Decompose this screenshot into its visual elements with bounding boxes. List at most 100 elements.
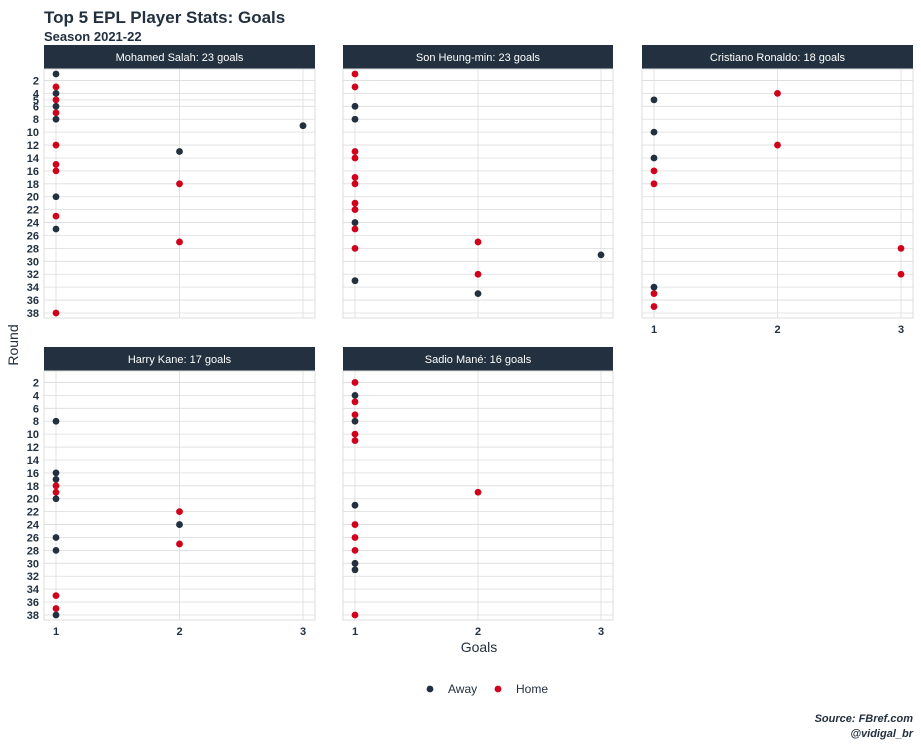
x-tick-label: 2 [176, 626, 182, 638]
data-point-home [351, 547, 359, 554]
data-point-home [52, 592, 60, 600]
facet-label: Harry Kane: 17 goals [128, 354, 232, 366]
data-point-home [52, 488, 60, 496]
y-tick-label: 18 [27, 179, 39, 191]
y-tick-label: 4 [33, 88, 40, 100]
data-point-home [351, 534, 359, 541]
data-point-home [176, 540, 183, 548]
data-point-away [650, 128, 658, 136]
facet-strip [642, 45, 913, 69]
facet-panel: Harry Kane: 17 goals24681012141618202224… [27, 347, 316, 638]
data-point-away [351, 559, 359, 567]
facet-panel: Cristiano Ronaldo: 18 goals 1 2 3 [641, 45, 914, 336]
data-point-away [351, 115, 359, 123]
x-tick-label: 3 [898, 324, 904, 336]
data-point-home [351, 70, 359, 78]
data-point-home [351, 430, 359, 438]
data-point-away [650, 283, 658, 291]
data-point-home [52, 605, 60, 612]
y-tick-label: 24 [27, 520, 40, 532]
caption-source: Source: FBref.com [815, 713, 914, 725]
data-point-home [52, 212, 60, 220]
data-point-home [351, 437, 359, 444]
data-point-home [176, 508, 183, 516]
legend: Away Home [426, 682, 548, 696]
data-point-home [52, 109, 60, 117]
y-tick-label: 38 [27, 308, 39, 320]
facet-panel: Sadio Mané: 16 goals 1 2 3 [342, 347, 614, 638]
data-point-home [351, 379, 359, 386]
data-point-away [52, 534, 60, 541]
y-tick-label: 4 [33, 390, 40, 402]
y-tick-label: 36 [27, 597, 39, 609]
data-point-home [52, 309, 60, 317]
data-point-home [351, 411, 359, 419]
data-point-away [52, 475, 60, 483]
panels: Mohamed Salah: 23 goals24568101214161820… [27, 45, 914, 638]
y-tick-label: 36 [27, 295, 39, 307]
data-point-home [897, 245, 905, 252]
data-point-home [474, 238, 482, 246]
y-axis-title: Round [5, 324, 21, 365]
data-point-home [351, 521, 359, 528]
y-tick-label: 8 [33, 114, 39, 126]
y-tick-label: 16 [27, 166, 39, 178]
data-point-home [176, 180, 183, 188]
data-point-away [52, 417, 60, 425]
x-axis-title: Goals [461, 639, 498, 655]
data-point-home [351, 206, 359, 214]
y-tick-label: 2 [33, 377, 39, 389]
data-point-away [474, 290, 482, 298]
data-point-away [597, 251, 605, 259]
x-tick-label: 1 [352, 626, 358, 638]
y-tick-label: 32 [27, 571, 39, 583]
y-tick-label: 18 [27, 481, 39, 493]
data-point-away [351, 391, 359, 399]
y-tick-label: 14 [27, 455, 40, 467]
data-point-away [52, 611, 60, 619]
y-tick-label: 20 [27, 192, 39, 204]
y-tick-label: 6 [33, 101, 39, 113]
data-point-away [351, 102, 359, 110]
y-tick-label: 5 [33, 95, 39, 107]
data-point-home [52, 167, 60, 175]
legend-label-home: Home [516, 682, 548, 696]
facet-strip [343, 45, 613, 69]
data-point-home [176, 238, 183, 246]
data-point-home [474, 270, 482, 278]
y-tick-label: 26 [27, 230, 39, 242]
data-point-home [650, 180, 658, 188]
data-point-home [650, 303, 658, 310]
y-tick-label: 16 [27, 468, 39, 480]
y-tick-label: 2 [33, 75, 39, 87]
data-point-home [52, 482, 60, 490]
data-point-away [52, 495, 60, 503]
x-tick-label: 1 [53, 626, 59, 638]
data-point-home [52, 161, 60, 168]
data-point-away [52, 115, 60, 123]
y-tick-label: 28 [27, 243, 39, 255]
data-point-home [774, 141, 781, 149]
data-point-home [52, 83, 60, 91]
data-point-away [351, 417, 359, 425]
x-tick-label: 2 [774, 324, 780, 336]
caption-handle: @vidigal_br [850, 728, 913, 740]
y-tick-label: 12 [27, 140, 39, 152]
x-tick-label: 3 [300, 626, 306, 638]
data-point-home [52, 141, 60, 149]
data-point-home [650, 167, 658, 175]
y-tick-label: 22 [27, 205, 39, 217]
y-tick-label: 10 [27, 429, 39, 441]
data-point-home [897, 270, 905, 278]
data-point-away [52, 225, 60, 233]
legend-label-away: Away [448, 682, 477, 696]
y-tick-label: 34 [27, 282, 40, 294]
data-point-home [351, 398, 359, 406]
data-point-home [351, 611, 359, 619]
y-tick-label: 6 [33, 403, 39, 415]
facet-label: Son Heung-min: 23 goals [416, 52, 541, 64]
y-tick-label: 22 [27, 507, 39, 519]
data-point-away [176, 148, 183, 155]
data-point-home [52, 96, 60, 104]
